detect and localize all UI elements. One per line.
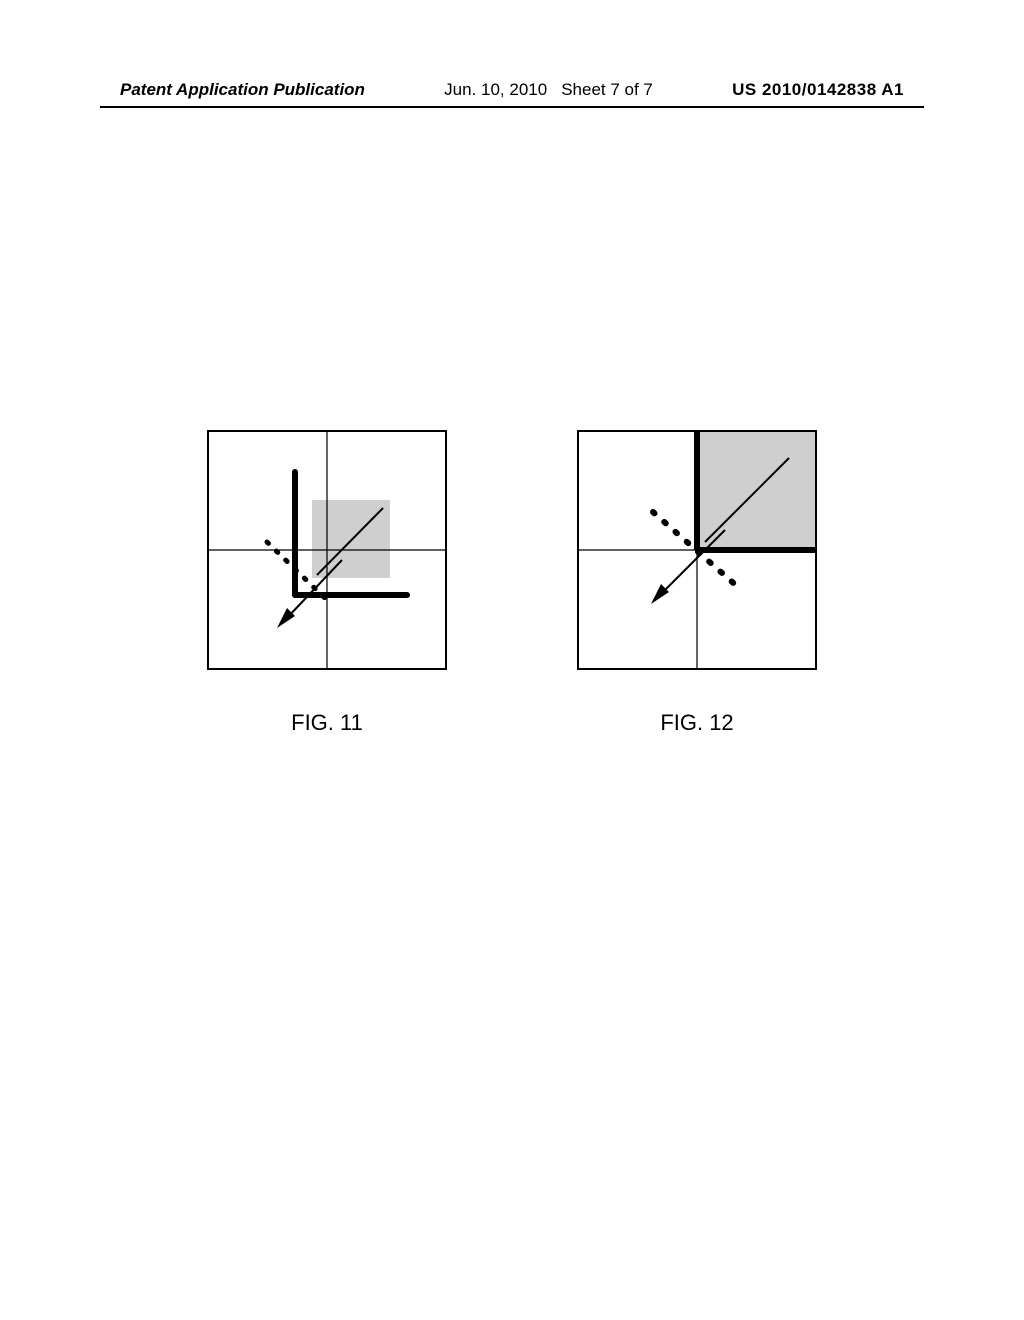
figure-11: FIG. 11 <box>207 430 447 736</box>
figure-11-svg <box>207 430 447 670</box>
page-header: Patent Application Publication Jun. 10, … <box>0 80 1024 100</box>
header-center: Jun. 10, 2010 Sheet 7 of 7 <box>444 80 653 100</box>
page: Patent Application Publication Jun. 10, … <box>0 0 1024 1320</box>
figure-11-caption: FIG. 11 <box>291 710 363 736</box>
figures-row: FIG. 11 FIG <box>0 430 1024 736</box>
figure-12: FIG. 12 <box>577 430 817 736</box>
fig12-arrow-head <box>651 584 669 604</box>
publication-date: Jun. 10, 2010 <box>444 80 547 100</box>
figure-12-svg <box>577 430 817 670</box>
header-rule <box>100 106 924 108</box>
fig12-arrow-shaft <box>659 530 725 596</box>
publication-number: US 2010/0142838 A1 <box>732 80 904 100</box>
figure-12-caption: FIG. 12 <box>660 710 733 736</box>
publication-type: Patent Application Publication <box>120 80 365 100</box>
sheet-number: Sheet 7 of 7 <box>561 80 653 100</box>
